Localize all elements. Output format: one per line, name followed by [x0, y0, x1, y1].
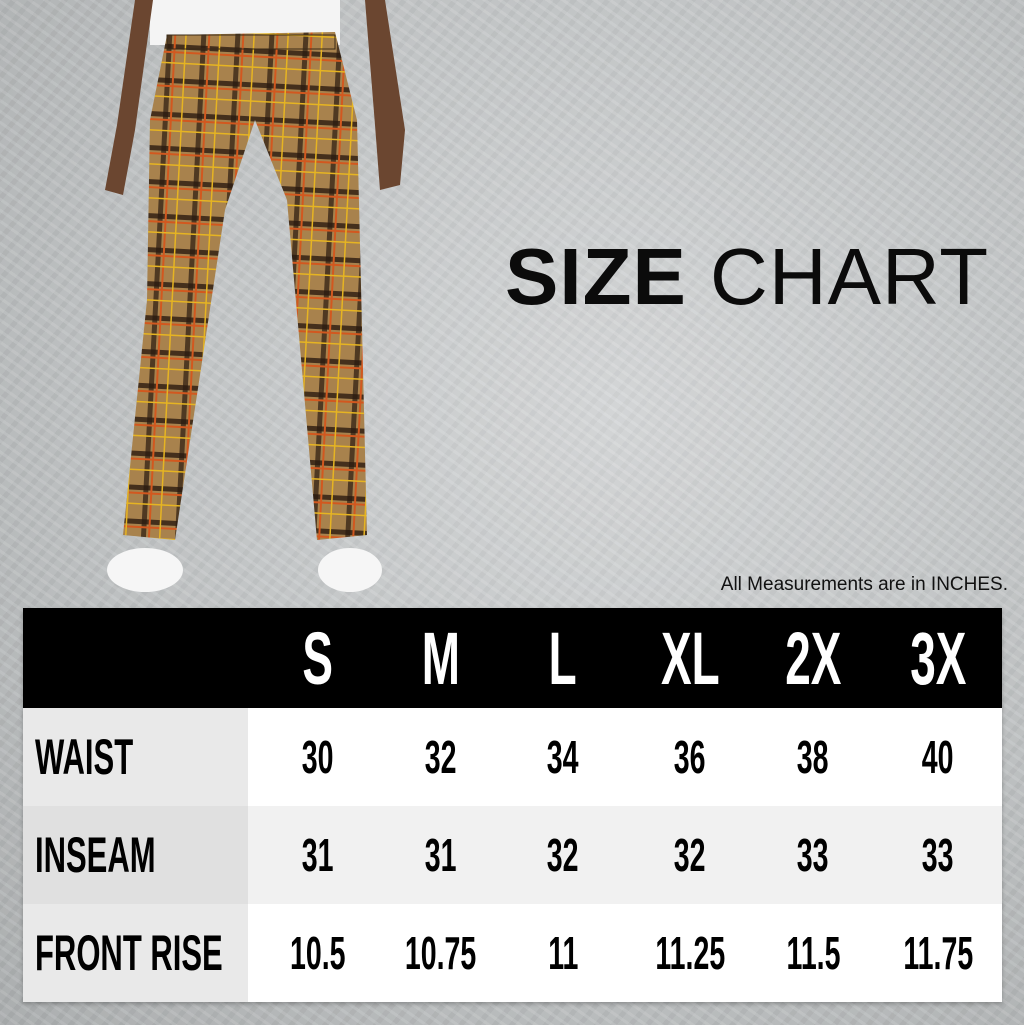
header-size-xl: XL [630, 608, 750, 708]
cell-value: 10.75 [405, 927, 477, 979]
header-label: 3X [909, 616, 967, 700]
cell-value: 11.5 [786, 927, 840, 979]
header-label: 2X [784, 616, 842, 700]
header-label: S [302, 616, 334, 700]
table-cell: 30 [258, 708, 378, 806]
row-label: FRONT RISE [35, 904, 338, 1002]
header-size-2x: 2X [753, 608, 873, 708]
table-cell: 11.25 [630, 904, 750, 1002]
row-label-text: FRONT RISE [35, 925, 223, 981]
table-cell: 31 [258, 806, 378, 904]
header-size-3x: 3X [878, 608, 998, 708]
cell-value: 40 [922, 731, 954, 783]
size-header-row: S M L XL 2X 3X [23, 608, 1002, 708]
table-row-inseam: INSEAM 31 31 32 32 33 33 [23, 806, 1002, 904]
table-row-waist: WAIST 30 32 34 36 38 40 [23, 708, 1002, 806]
cell-value: 32 [674, 829, 706, 881]
table-cell: 32 [503, 806, 623, 904]
table-cell: 10.5 [258, 904, 378, 1002]
cell-value: 11 [547, 927, 579, 979]
table-cell: 10.75 [381, 904, 501, 1002]
row-label-cell [23, 708, 248, 806]
cell-value: 11.75 [903, 927, 973, 979]
cell-value: 31 [302, 829, 334, 881]
page-title: SIZE CHART [505, 232, 989, 322]
cell-value: 36 [674, 731, 706, 783]
model-wearing-plaid-pants-image [105, 0, 405, 592]
header-label: M [421, 616, 461, 700]
header-size-s: S [258, 608, 378, 708]
cell-value: 34 [547, 731, 579, 783]
table-cell: 31 [381, 806, 501, 904]
cell-value: 33 [797, 829, 829, 881]
cell-value: 32 [425, 731, 457, 783]
table-cell: 32 [381, 708, 501, 806]
title-light: CHART [710, 232, 990, 321]
row-label-text: WAIST [35, 729, 134, 785]
cell-value: 38 [797, 731, 829, 783]
table-cell: 32 [630, 806, 750, 904]
measurement-note: All Measurements are in INCHES. [720, 574, 1008, 595]
table-cell: 33 [878, 806, 998, 904]
row-label-cell [23, 806, 248, 904]
table-cell: 11.75 [878, 904, 998, 1002]
table-cell: 38 [753, 708, 873, 806]
header-label: XL [660, 616, 720, 700]
table-cell: 34 [503, 708, 623, 806]
row-label: INSEAM [35, 806, 229, 904]
header-size-l: L [503, 608, 623, 708]
table-row-front-rise: FRONT RISE 10.5 10.75 11 11.25 11.5 11.7… [23, 904, 1002, 1002]
table-cell: 11 [503, 904, 623, 1002]
table-cell: 36 [630, 708, 750, 806]
cell-value: 31 [425, 829, 457, 881]
title-bold: SIZE [505, 232, 687, 321]
size-table: S M L XL 2X 3X WAIST 30 32 34 36 38 40 I… [23, 608, 1002, 1002]
table-cell: 33 [753, 806, 873, 904]
header-size-m: M [381, 608, 501, 708]
header-label: L [548, 616, 578, 700]
cell-value: 10.5 [290, 927, 346, 979]
row-label-text: INSEAM [35, 827, 156, 883]
cell-value: 32 [547, 829, 579, 881]
row-label-cell [23, 904, 248, 1002]
row-label: WAIST [35, 708, 193, 806]
cell-value: 33 [922, 829, 954, 881]
table-cell: 40 [878, 708, 998, 806]
table-cell: 11.5 [753, 904, 873, 1002]
cell-value: 30 [302, 731, 334, 783]
cell-value: 11.25 [655, 927, 725, 979]
